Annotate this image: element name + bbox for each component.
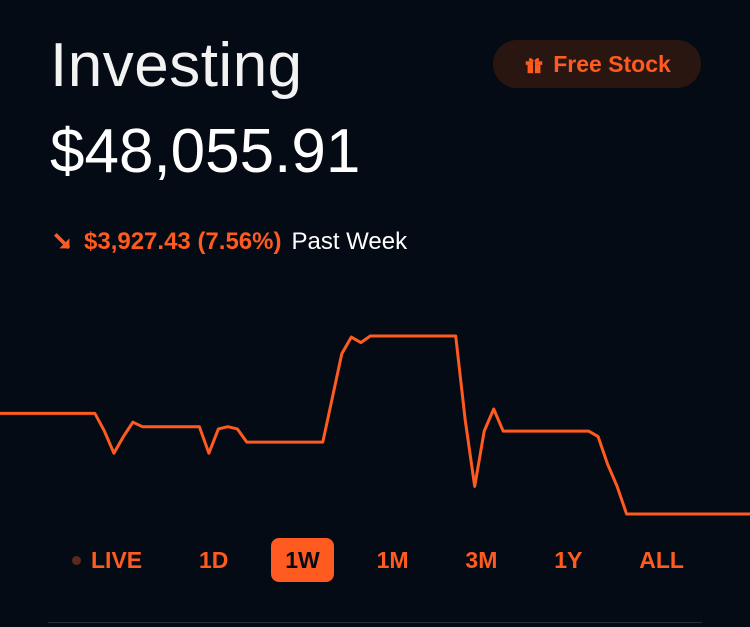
gift-icon <box>525 58 543 74</box>
range-1d[interactable]: 1D <box>185 538 242 582</box>
range-selector: LIVE 1D 1W 1M 3M 1Y ALL <box>58 538 698 582</box>
free-stock-button[interactable]: Free Stock <box>493 40 701 88</box>
change-period: Past Week <box>291 228 408 255</box>
portfolio-chart[interactable] <box>0 330 750 520</box>
page-title: Investing <box>50 31 303 100</box>
range-1w[interactable]: 1W <box>271 538 334 582</box>
portfolio-balance: $48,055.91 <box>50 117 361 186</box>
portfolio-line <box>0 334 750 516</box>
range-label: 1Y <box>554 546 583 573</box>
arrow-down-right-icon <box>53 232 71 250</box>
range-label: 1M <box>376 546 409 573</box>
range-3m[interactable]: 3M <box>451 538 511 582</box>
divider <box>48 622 702 623</box>
range-label: 1W <box>285 546 320 573</box>
change-value: $3,927.43 (7.56%) <box>84 228 282 255</box>
range-1y[interactable]: 1Y <box>540 538 596 582</box>
range-label: ALL <box>639 546 684 573</box>
live-dot-icon <box>72 555 81 565</box>
range-label: 1D <box>198 546 229 573</box>
range-label: LIVE <box>91 546 143 573</box>
free-stock-label: Free Stock <box>553 50 671 77</box>
range-all[interactable]: ALL <box>625 538 698 582</box>
range-live[interactable]: LIVE <box>58 538 156 582</box>
performance-change: $3,927.43 (7.56%) Past Week <box>52 228 407 256</box>
range-1m[interactable]: 1M <box>363 538 423 582</box>
range-label: 3M <box>465 546 498 573</box>
